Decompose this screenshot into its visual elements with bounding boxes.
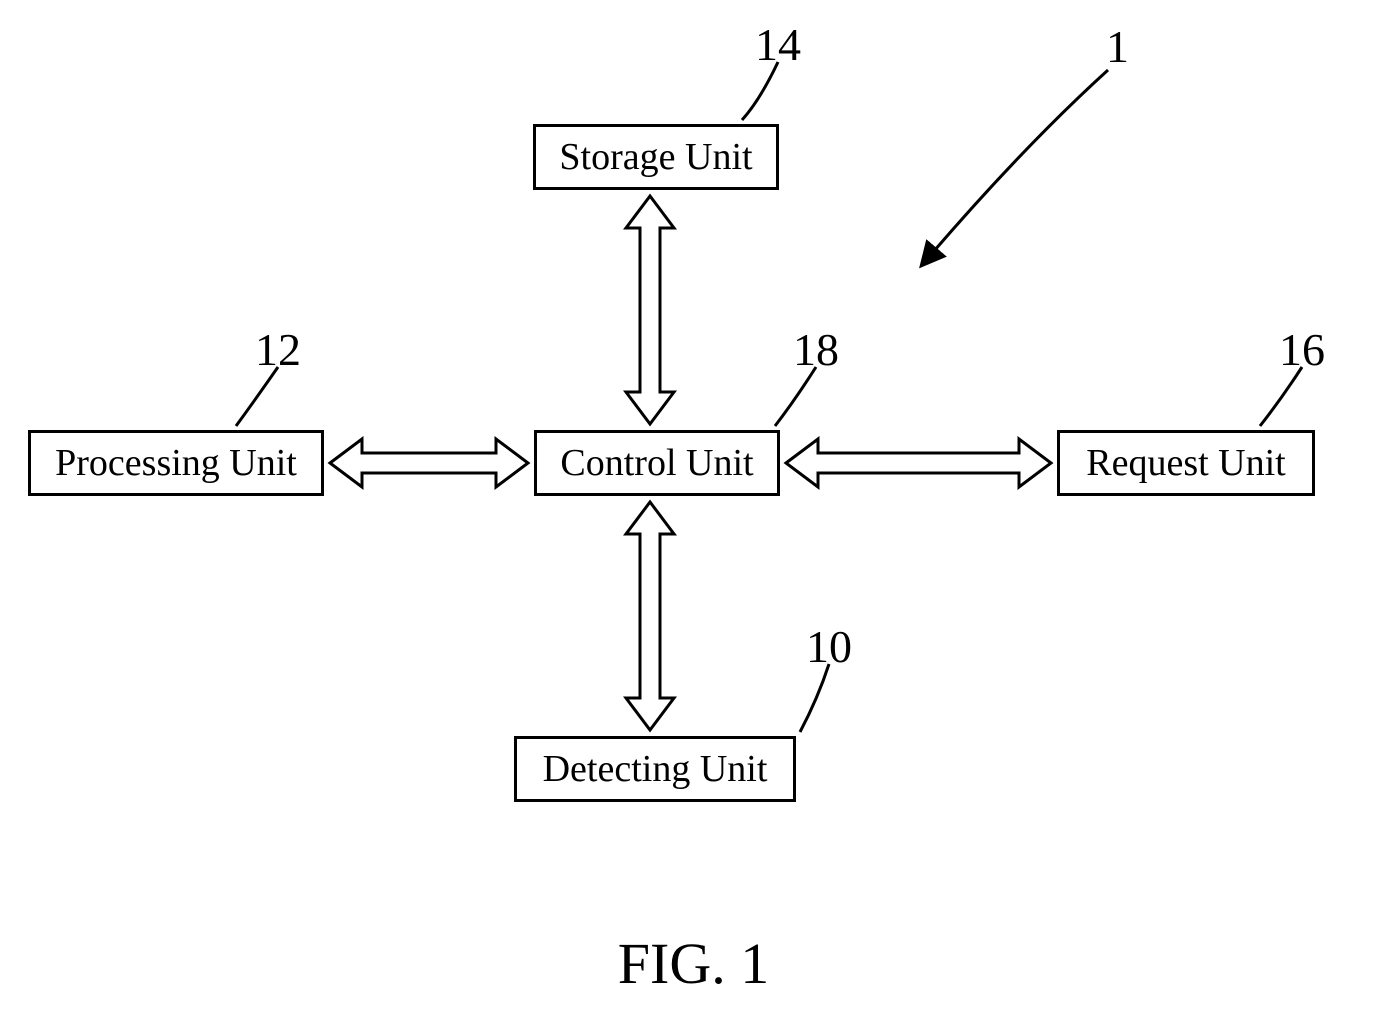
control-unit-label: Control Unit [560,441,753,485]
storage-unit-label: Storage Unit [559,135,752,179]
processing-unit-block: Processing Unit [28,430,324,496]
ref-label-14: 14 [755,18,801,71]
storage-unit-block: Storage Unit [533,124,779,190]
request-unit-label: Request Unit [1086,441,1285,485]
detecting-unit-block: Detecting Unit [514,736,796,802]
ref-label-1: 1 [1106,20,1129,73]
diagram-container: Storage Unit Processing Unit Control Uni… [0,0,1387,1036]
processing-unit-label: Processing Unit [55,441,297,485]
ref-label-16: 16 [1279,323,1325,376]
ref-label-12: 12 [255,323,301,376]
detecting-unit-label: Detecting Unit [543,747,768,791]
ref-label-10: 10 [806,620,852,673]
request-unit-block: Request Unit [1057,430,1315,496]
control-unit-block: Control Unit [534,430,780,496]
figure-caption: FIG. 1 [618,930,769,997]
ref-label-18: 18 [793,323,839,376]
